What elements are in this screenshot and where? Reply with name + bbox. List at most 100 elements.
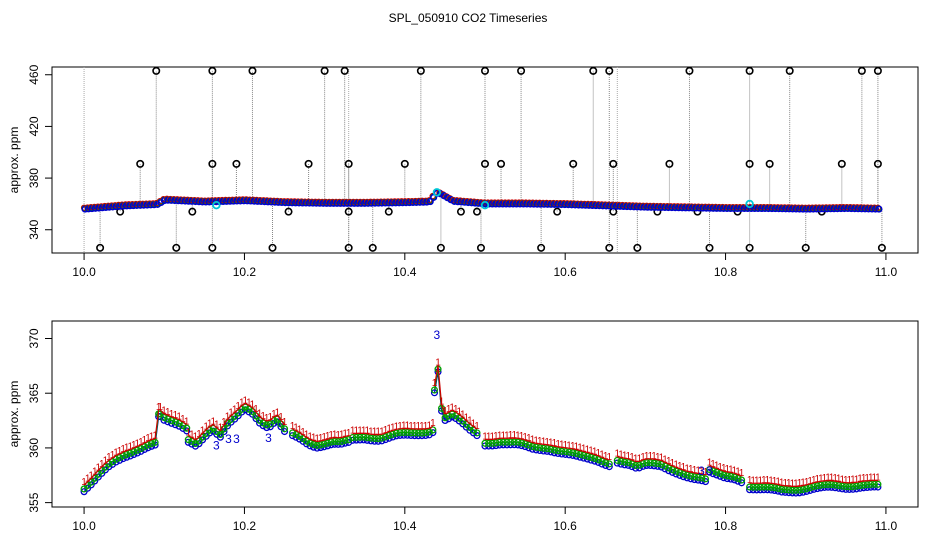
series-2-point [753, 483, 761, 491]
series-1-point: 1 [446, 404, 452, 415]
series-1-point: 1 [161, 406, 167, 417]
series-2-point [643, 459, 651, 467]
series-1-point: 1 [815, 474, 821, 485]
series-1-point: 1 [282, 417, 288, 428]
series-2-point [216, 430, 224, 439]
y-tick-label: 370 [27, 328, 41, 348]
marks-bottom: 1111111111111111111111111111111111111111… [80, 328, 882, 497]
x-tick-label: 10.2 [233, 519, 257, 533]
series-3-point [184, 438, 192, 446]
series-1-point: 1 [695, 466, 701, 477]
series-2-point [617, 457, 625, 465]
series-2-point [389, 430, 397, 438]
series-1-point: 1 [836, 474, 842, 485]
series-3-point [875, 205, 883, 213]
panel-top: approx. ppm 10.0 10.2 10.4 10.6 10.8 11.0 340 3… [7, 64, 919, 279]
series-1-point: 1 [768, 475, 774, 486]
series-3-point [429, 429, 437, 437]
series-2-point [810, 483, 818, 491]
series-2-point [856, 482, 864, 490]
series-1-point: 1 [493, 431, 499, 442]
spike-point [745, 159, 754, 168]
series-2-point [367, 434, 375, 442]
series-2-line [749, 483, 878, 491]
series-2-point [694, 473, 702, 481]
series-2-point [119, 452, 127, 460]
series-1-point: 1 [622, 450, 628, 461]
series-1-point: 1 [651, 451, 657, 462]
series-2-point [813, 482, 821, 490]
series-1-point: 1 [508, 430, 514, 441]
series-1-point: 1 [511, 430, 517, 441]
series-1-point: 1 [207, 418, 213, 429]
series-2-point [123, 450, 131, 459]
series-1-point: 1 [747, 475, 753, 486]
series-3-label: 3 [233, 432, 240, 446]
series-1-point: 1 [864, 473, 870, 484]
spike-point [284, 207, 293, 216]
y-tick-label: 365 [27, 383, 41, 403]
x-tick-label: 10.6 [554, 265, 578, 279]
series-1-point: 1 [533, 435, 539, 446]
series-1-point: 1 [221, 417, 227, 428]
spike-point [152, 66, 161, 75]
series-2-point [824, 480, 832, 489]
series-2-point [317, 441, 325, 449]
series-2-point [184, 436, 192, 444]
series-2-point [870, 480, 878, 488]
series-2-point [116, 454, 124, 462]
series-2-point [313, 441, 321, 449]
series-1-line [159, 409, 188, 425]
series-2-point [392, 429, 400, 437]
spike-point [665, 159, 674, 168]
series-2-point [303, 437, 311, 445]
series-2-point [820, 481, 829, 489]
series-2-point [381, 433, 390, 441]
series-1-point: 1 [875, 472, 881, 483]
series-2-point [709, 467, 717, 475]
series-1-point: 1 [368, 426, 374, 437]
series-2-line [709, 468, 742, 481]
series-2-point [429, 426, 437, 434]
series-1-point: 1 [456, 406, 462, 417]
series-1-point: 1 [453, 404, 459, 415]
series-1-point: 1 [131, 440, 137, 451]
y-tick-label: 360 [27, 438, 41, 458]
series-1-point: 1 [644, 451, 650, 462]
series-2-point [705, 465, 714, 474]
series-2-point [510, 438, 518, 446]
series-2-point [188, 437, 196, 445]
series-2-point [341, 436, 349, 444]
series-3-label: 3 [706, 464, 713, 478]
series-1-point: 1 [626, 451, 632, 462]
series-1-point: 1 [124, 443, 130, 454]
series-1-point: 1 [113, 447, 119, 458]
series-2-point [396, 429, 404, 437]
series-2-point [863, 481, 871, 489]
spike-point [136, 159, 145, 168]
series-2-line [617, 459, 706, 480]
series-2-point [536, 444, 544, 452]
series-1-point: 1 [850, 475, 856, 486]
series-2-point [488, 439, 496, 447]
series-2-line [433, 369, 478, 434]
series-1-point: 1 [264, 413, 270, 424]
series-2-point [156, 410, 164, 418]
series-1-point: 1 [811, 475, 817, 486]
series-1-point: 1 [408, 421, 414, 432]
series-2-point [723, 472, 731, 480]
series-2-point [665, 464, 673, 472]
series-2-point [683, 471, 691, 479]
series-1-point: 1 [566, 440, 572, 451]
series-2-point [799, 485, 807, 494]
series-2-point [874, 480, 882, 488]
series-2-point [292, 430, 300, 439]
series-1-point: 1 [152, 431, 158, 442]
series-2-point [756, 483, 764, 491]
series-1-point: 1 [486, 431, 492, 442]
series-2-point [349, 433, 357, 442]
series-1-point: 1 [383, 425, 389, 436]
series-2-point [422, 429, 430, 437]
series-1-point: 1 [618, 450, 624, 461]
spike-point [208, 243, 217, 252]
